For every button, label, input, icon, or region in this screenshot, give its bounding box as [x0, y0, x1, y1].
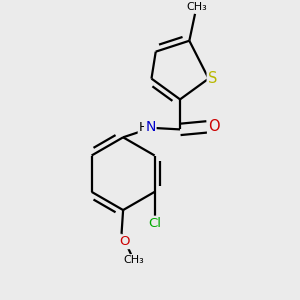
Text: S: S	[208, 71, 217, 86]
Text: O: O	[208, 119, 220, 134]
Text: N: N	[145, 120, 155, 134]
Text: Cl: Cl	[148, 217, 161, 230]
Text: O: O	[119, 235, 129, 248]
Text: CH₃: CH₃	[124, 255, 145, 265]
Text: H: H	[139, 121, 148, 134]
Text: CH₃: CH₃	[186, 2, 207, 12]
